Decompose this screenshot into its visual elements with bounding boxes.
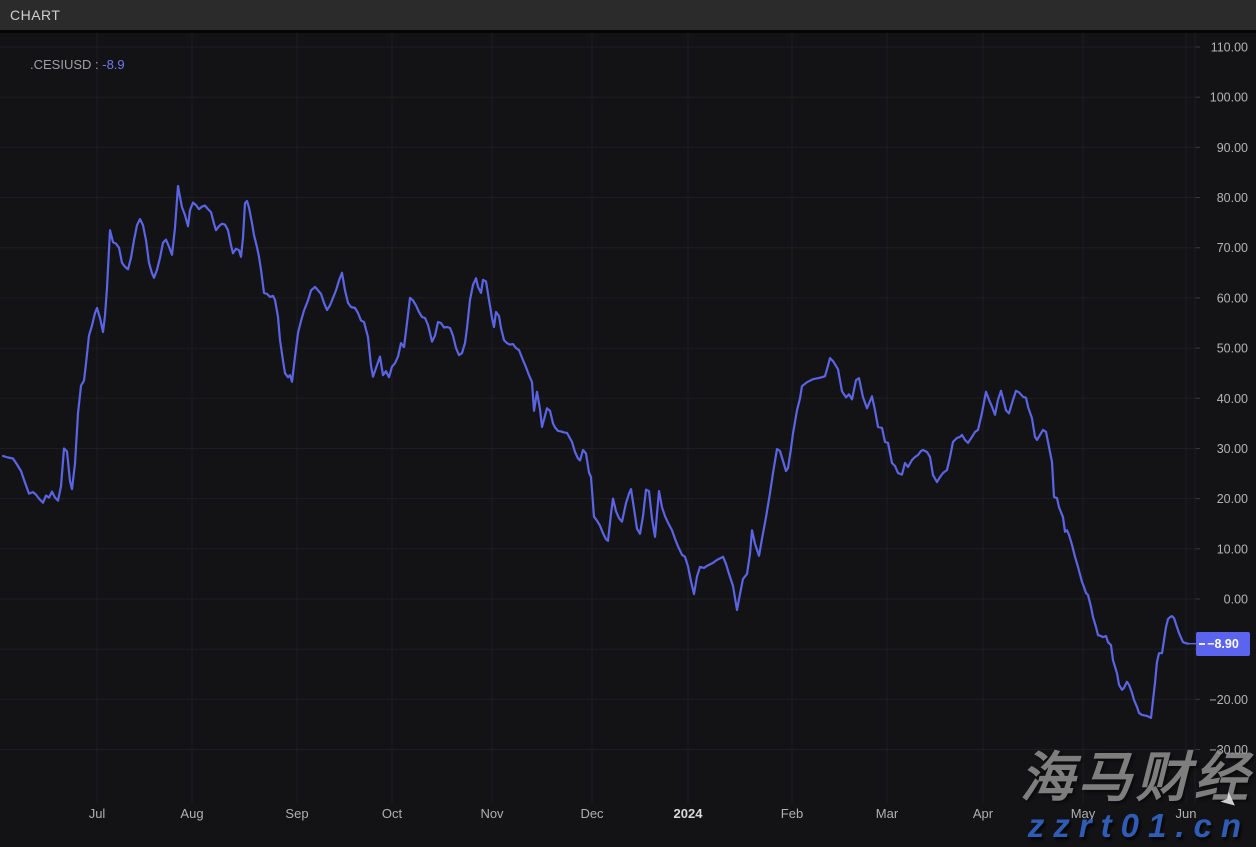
y-axis-label: 80.00 [1217,191,1248,205]
x-axis-label: Jun [1176,806,1197,821]
title-bar: CHART [0,0,1256,30]
x-axis-label: Dec [580,806,604,821]
page-title: CHART [10,7,61,23]
x-axis-label: 2024 [674,806,704,821]
price-line[interactable] [1,184,1190,719]
x-axis-label: Sep [285,806,308,821]
badge-tick-dash [1199,642,1205,645]
y-axis-label: 40.00 [1217,392,1248,406]
x-axis-label: Mar [876,806,899,821]
series-legend: .CESIUSD : -8.9 [30,57,125,72]
y-axis-label: 0.00 [1224,593,1248,607]
last-price-label: −8.90 [1207,636,1239,651]
y-axis-label: −20.00 [1209,693,1248,707]
y-axis-label: 30.00 [1217,442,1248,456]
title-bar-divider [0,30,1256,33]
series-symbol: .CESIUSD [30,57,92,72]
x-axis-label: May [1071,806,1096,821]
x-axis-label: Apr [973,806,994,821]
last-price-badge: −8.90 [1196,631,1250,656]
y-axis-label: 100.00 [1210,91,1248,105]
x-axis-label: Feb [781,806,803,821]
x-axis-label: Oct [382,806,403,821]
y-axis-label: −30.00 [1209,743,1248,757]
series-last-value: -8.9 [102,57,125,72]
y-axis-label: 90.00 [1217,141,1248,155]
legend-separator: : [91,57,103,72]
x-axis-label: Aug [180,806,203,821]
x-axis-label: Jul [89,806,106,821]
y-axis-label: 50.00 [1217,342,1248,356]
x-axis-label: Nov [480,806,504,821]
y-axis-label: 10.00 [1217,542,1248,556]
y-axis-label: 70.00 [1217,241,1248,255]
y-axis-label: 60.00 [1217,291,1248,305]
y-axis-label: 110.00 [1211,41,1248,55]
y-axis-label: 20.00 [1217,492,1248,506]
